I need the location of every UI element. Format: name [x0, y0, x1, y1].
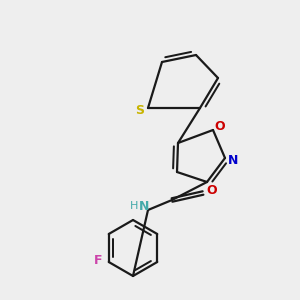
Text: F: F [94, 254, 102, 268]
Text: N: N [228, 154, 238, 166]
Text: N: N [139, 200, 149, 212]
Text: O: O [207, 184, 217, 197]
Text: H: H [130, 201, 138, 211]
Text: S: S [136, 103, 145, 116]
Text: O: O [215, 121, 225, 134]
